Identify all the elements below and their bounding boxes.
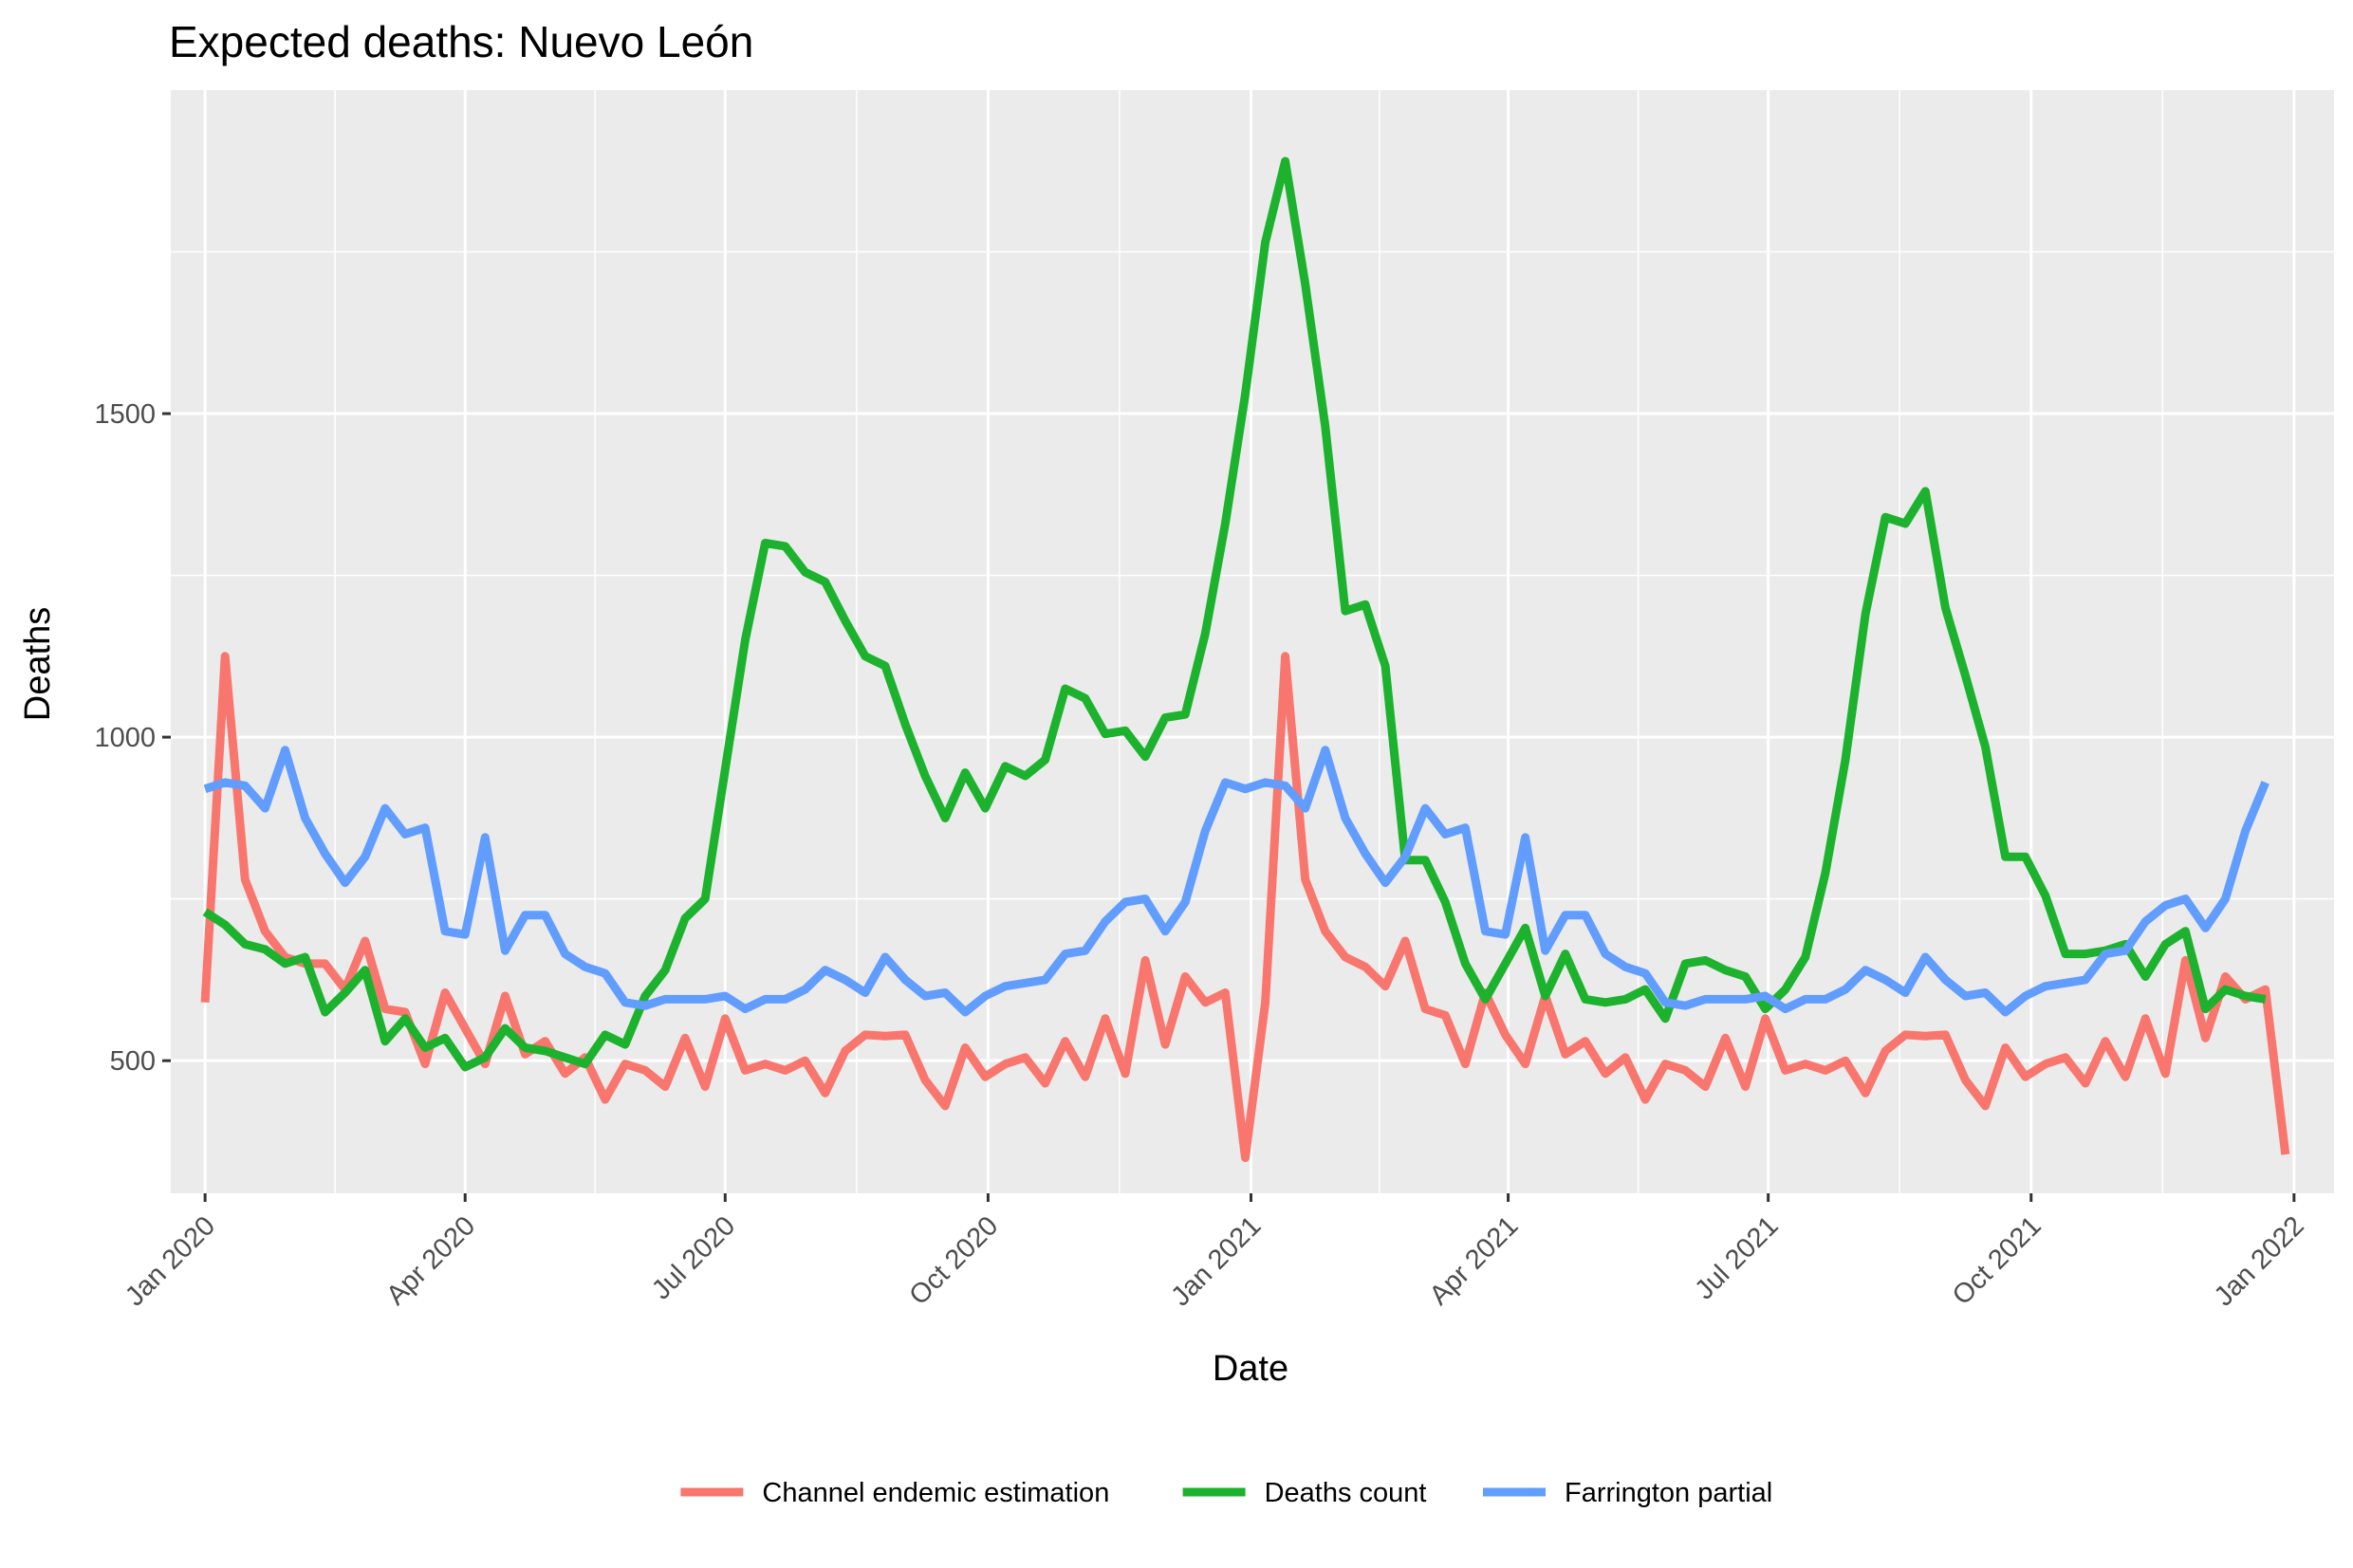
series-lines [200, 157, 2290, 1162]
legend-label-2: Deaths count [1265, 1478, 1427, 1508]
series-line-2 [202, 157, 2267, 1072]
chart-title: Expected deaths: Nuevo León [169, 17, 753, 66]
x-axis-title: Date [1213, 1349, 1288, 1389]
plot-panel [171, 90, 2334, 1193]
y-axis-title: Deaths [18, 607, 58, 721]
legend-label-1: Channel endemic estimation [762, 1478, 1109, 1508]
legend: Channel endemic estimation Deaths count Fa… [680, 1478, 1772, 1508]
major-grid [171, 90, 2334, 1193]
y-tick-label: 500 [110, 1046, 156, 1077]
y-tick-label: 1500 [94, 399, 156, 430]
legend-label-3: Farrington partial [1565, 1478, 1772, 1508]
series-line-3 [203, 746, 2270, 1017]
y-tick-label: 1000 [94, 723, 156, 753]
y-axis: 500 1000 1500 [94, 399, 171, 1077]
